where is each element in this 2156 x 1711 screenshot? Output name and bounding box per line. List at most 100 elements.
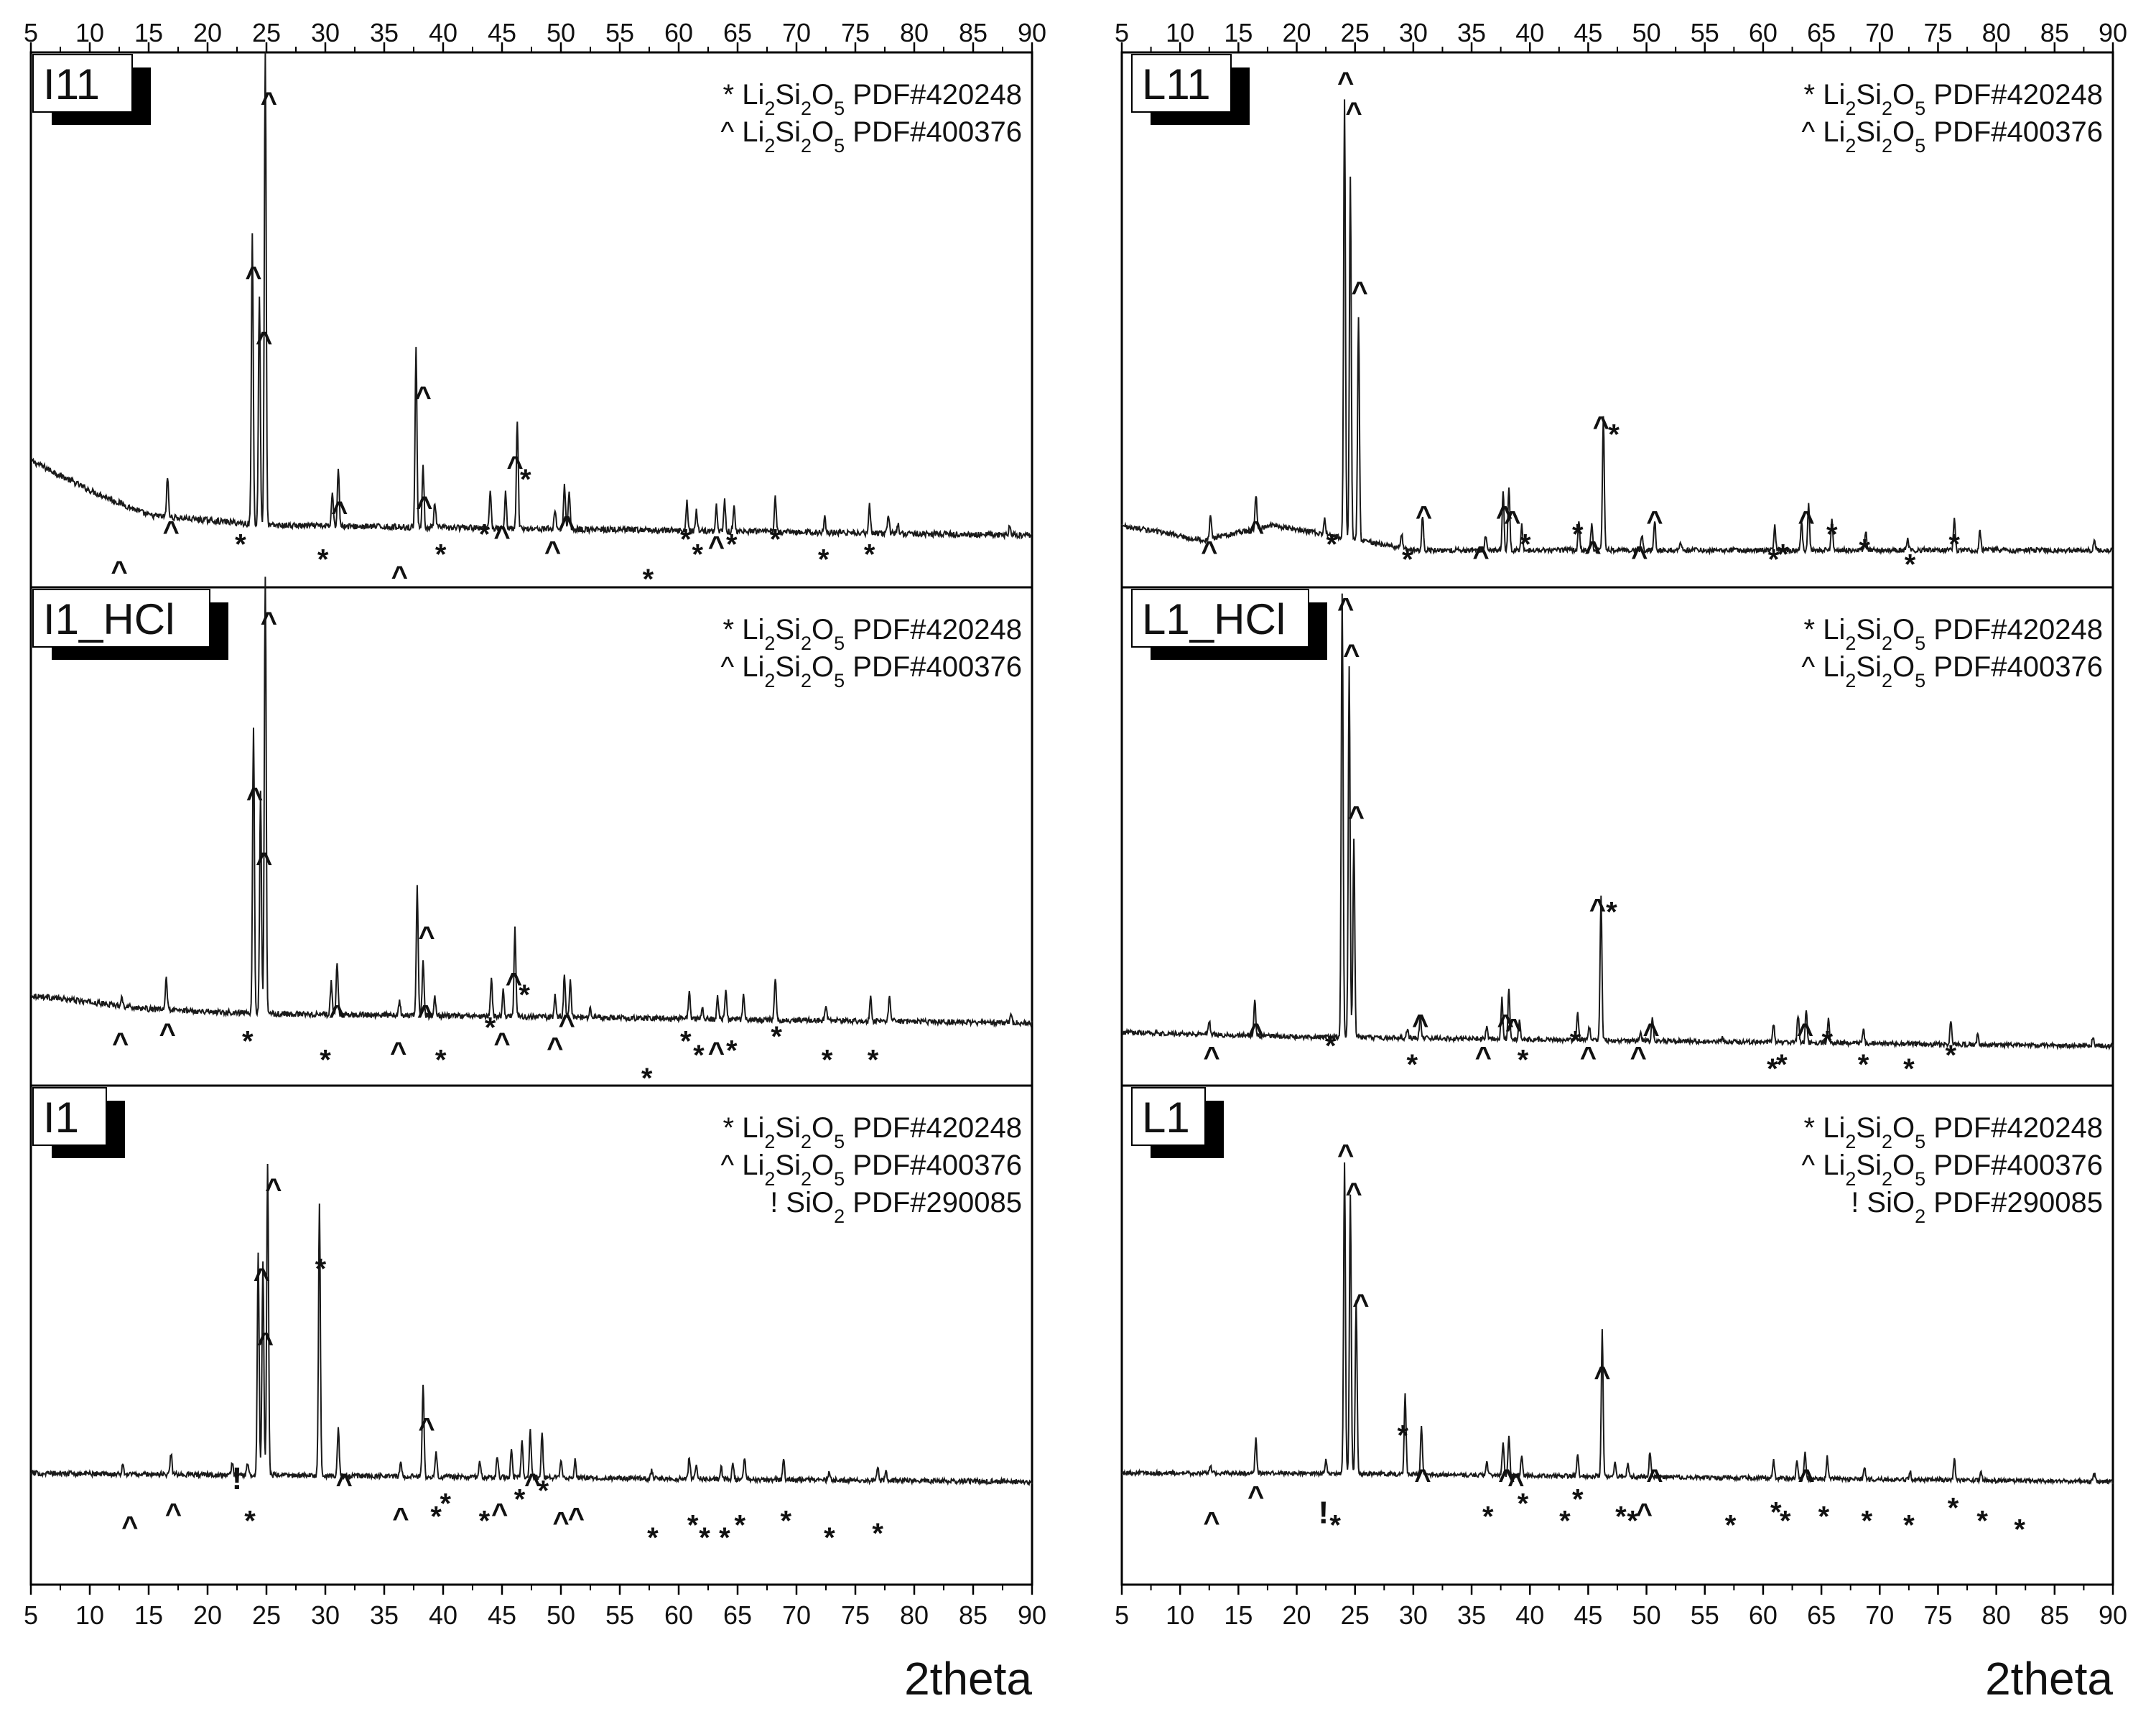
- bottom-tick-label: 85: [959, 1600, 988, 1630]
- peak-marker: *: [734, 1509, 745, 1541]
- peak-marker: *: [1767, 1053, 1778, 1085]
- peak-marker: ^: [1247, 1481, 1264, 1513]
- peak-marker: ^: [493, 521, 510, 553]
- peak-marker: ^: [1589, 893, 1606, 925]
- peak-marker: *: [1862, 1505, 1873, 1537]
- peak-marker: *: [1770, 1496, 1782, 1528]
- bottom-tick-label: 80: [900, 1600, 929, 1630]
- peak-marker: ^: [1631, 541, 1648, 572]
- peak-marker: !: [232, 1461, 243, 1496]
- top-tick-label: 75: [1923, 18, 1952, 47]
- peak-marker: ^: [1580, 1041, 1597, 1073]
- peak-marker: ^: [111, 556, 127, 587]
- bottom-tick-label: 10: [1166, 1600, 1194, 1630]
- peak-marker: ^: [559, 511, 575, 543]
- peak-marker: *: [479, 1505, 491, 1537]
- peak-marker: ^: [165, 1498, 182, 1529]
- peak-marker: *: [1946, 1040, 1957, 1071]
- peak-marker: *: [244, 1505, 256, 1537]
- legend-entry: * Li2Si2O5 PDF#420248: [1804, 614, 2103, 654]
- bottom-tick-label: 10: [75, 1600, 104, 1630]
- bottom-tick-label: 50: [1632, 1600, 1661, 1630]
- peak-marker: *: [1518, 1488, 1529, 1520]
- peak-marker: ^: [1646, 1464, 1663, 1496]
- peak-marker: *: [1329, 1509, 1341, 1541]
- peak-marker: ^: [547, 1032, 563, 1063]
- bottom-tick-label: 65: [1807, 1600, 1836, 1630]
- top-tick-label: 10: [1166, 18, 1194, 47]
- peak-marker: *: [1903, 1053, 1915, 1085]
- peak-marker: ^: [418, 921, 435, 953]
- peak-marker: *: [430, 1501, 442, 1532]
- peak-marker: ^: [1798, 506, 1814, 538]
- peak-marker: ^: [261, 607, 277, 638]
- peak-marker: ^: [1203, 1506, 1219, 1538]
- top-tick-label: 15: [1224, 18, 1253, 47]
- top-tick-label: 35: [370, 18, 399, 47]
- top-tick-label: 90: [2099, 18, 2127, 47]
- bottom-tick-label: 30: [1399, 1600, 1428, 1630]
- peak-marker: ^: [414, 381, 431, 413]
- xrd-trace-l1_hcl: [1121, 593, 2114, 1051]
- bottom-tick-label: 45: [488, 1600, 516, 1630]
- bottom-tick-label: 20: [1283, 1600, 1311, 1630]
- sample-label: L1_HCl: [1142, 595, 1286, 643]
- peak-marker: *: [1518, 1044, 1529, 1076]
- legend-entry: ! SiO2 PDF#290085: [770, 1187, 1022, 1227]
- peak-marker: *: [1826, 519, 1838, 551]
- bottom-tick-label: 15: [134, 1600, 163, 1630]
- peak-marker: *: [771, 1021, 782, 1053]
- peak-marker: *: [1948, 528, 1960, 560]
- peak-marker: ^: [1507, 1468, 1524, 1500]
- peak-marker: ^: [552, 1506, 569, 1538]
- top-tick-label: 35: [1457, 18, 1486, 47]
- top-tick-label: 25: [1341, 18, 1370, 47]
- peak-marker: ^: [1247, 516, 1264, 548]
- sample-label: I11: [43, 60, 100, 108]
- label-box: [1131, 1087, 1206, 1146]
- left-column-chart: 5510101515202025253030353540404545505055…: [24, 18, 1046, 1705]
- peak-marker: *: [520, 464, 531, 495]
- peak-marker: ^: [392, 1502, 409, 1534]
- peak-marker: ^: [1496, 501, 1513, 533]
- peak-marker: *: [435, 1044, 447, 1076]
- top-tick-label: 40: [429, 18, 457, 47]
- legend-entry: ^ Li2Si2O5 PDF#400376: [720, 116, 1022, 157]
- peak-marker: *: [320, 1044, 331, 1076]
- peak-marker: *: [643, 564, 654, 595]
- legend-entry: * Li2Si2O5 PDF#420248: [723, 1112, 1022, 1152]
- peak-marker: ^: [245, 261, 261, 293]
- peak-marker: *: [1559, 1505, 1571, 1537]
- top-tick-label: 25: [252, 18, 281, 47]
- bottom-tick-label: 60: [1749, 1600, 1778, 1630]
- bottom-tick-label: 35: [370, 1600, 399, 1630]
- peak-marker: ^: [390, 1037, 406, 1068]
- peak-marker: ^: [336, 1468, 353, 1500]
- top-tick-label: 85: [2040, 18, 2069, 47]
- peak-marker: *: [1570, 1026, 1581, 1058]
- bottom-tick-label: 80: [1982, 1600, 2011, 1630]
- peak-marker: *: [719, 1522, 730, 1554]
- peak-marker: ^: [159, 1018, 176, 1050]
- peak-marker: *: [315, 1253, 327, 1285]
- top-tick-label: 50: [1632, 18, 1661, 47]
- bottom-tick-label: 5: [24, 1600, 38, 1630]
- peak-marker: *: [726, 528, 738, 560]
- legend-entry: ^ Li2Si2O5 PDF#400376: [1801, 116, 2103, 157]
- panel-l11: ^^^^^ * *^^^^* *^^*^^**^ * * **L11 * Li2Si2O5 P…: [1121, 54, 2114, 580]
- peak-marker: ^: [524, 1468, 541, 1500]
- peak-marker: *: [872, 1518, 883, 1549]
- bottom-tick-label: 15: [1224, 1600, 1253, 1630]
- peak-marker: *: [1482, 1501, 1494, 1532]
- legend-entry: * Li2Si2O5 PDF#420248: [723, 79, 1022, 119]
- peak-marker: !: [1319, 1495, 1329, 1530]
- peak-marker: *: [1780, 1505, 1791, 1537]
- sample-label: I1_HCl: [43, 595, 175, 643]
- xrd-trace-i11: [30, 52, 1033, 541]
- peak-marker: *: [519, 979, 530, 1011]
- peak-marker: ^: [506, 967, 522, 999]
- peak-marker: ^: [1337, 593, 1354, 625]
- peak-marker: *: [1572, 519, 1584, 551]
- peak-marker: ^: [1797, 1018, 1813, 1050]
